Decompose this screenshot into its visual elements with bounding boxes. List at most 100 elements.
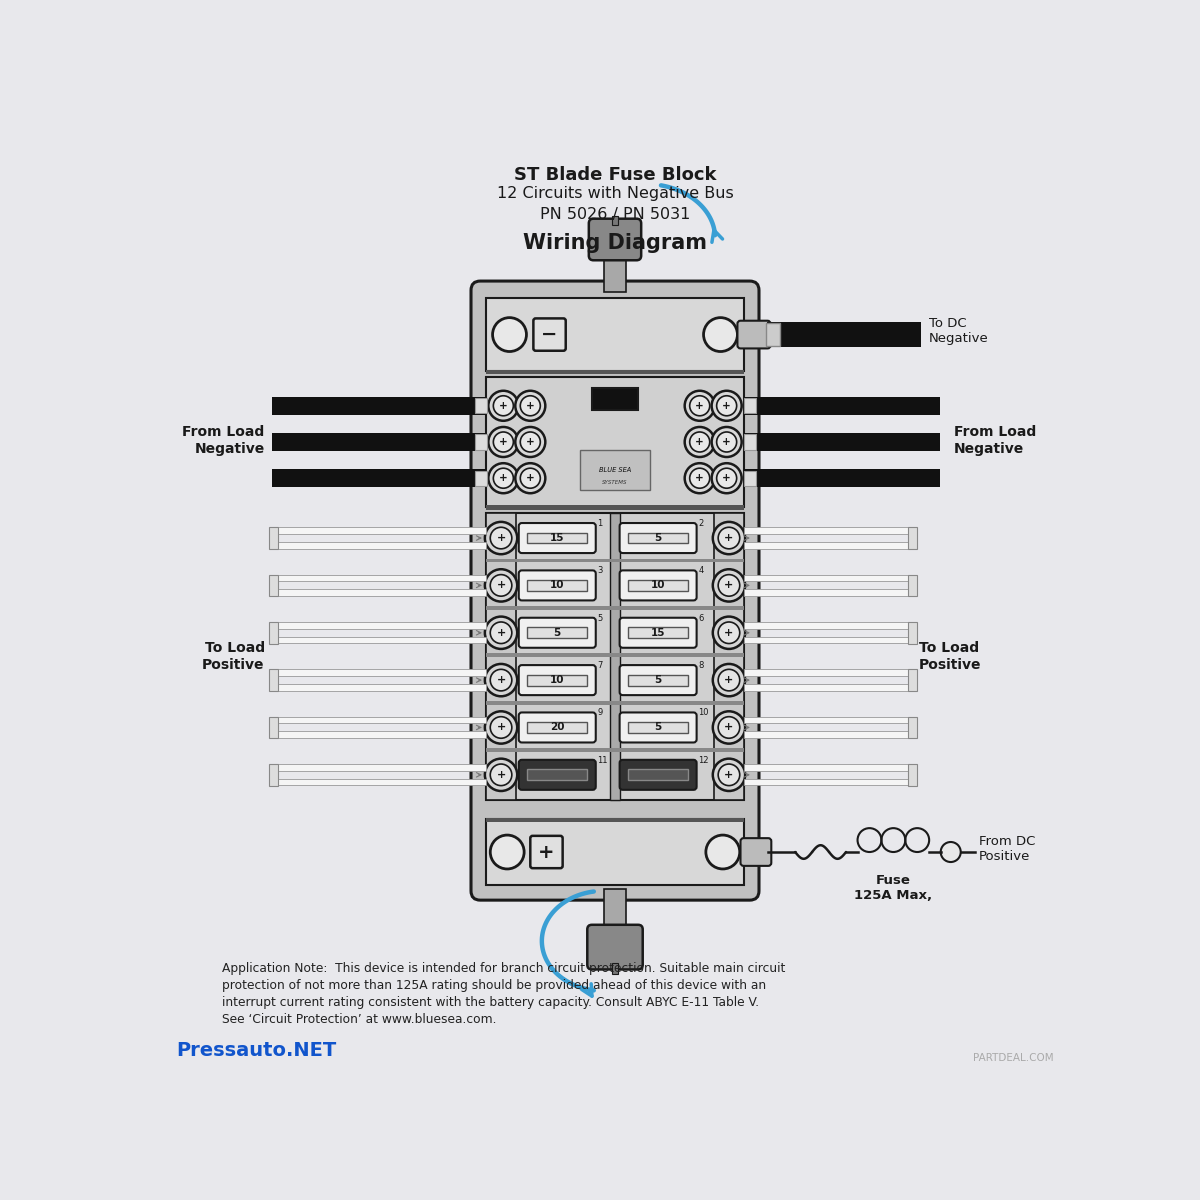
Bar xyxy=(605,889,625,931)
Circle shape xyxy=(485,712,517,744)
Circle shape xyxy=(941,842,961,862)
Bar xyxy=(486,377,744,506)
Circle shape xyxy=(485,664,517,696)
Circle shape xyxy=(493,396,514,415)
Bar xyxy=(276,732,486,738)
Circle shape xyxy=(485,569,517,601)
Bar xyxy=(744,684,907,691)
Bar xyxy=(486,817,744,822)
Bar xyxy=(272,397,486,415)
Circle shape xyxy=(485,617,517,649)
Text: 2: 2 xyxy=(698,520,703,528)
Text: +: + xyxy=(526,401,535,410)
FancyBboxPatch shape xyxy=(738,320,770,348)
FancyBboxPatch shape xyxy=(619,713,697,743)
FancyBboxPatch shape xyxy=(619,665,697,695)
FancyBboxPatch shape xyxy=(587,925,643,970)
Bar xyxy=(276,764,486,770)
Bar xyxy=(744,528,907,534)
Text: +: + xyxy=(499,473,508,484)
Text: 3: 3 xyxy=(598,566,602,575)
Bar xyxy=(907,716,917,738)
Circle shape xyxy=(491,835,524,869)
Text: +: + xyxy=(497,722,505,732)
Circle shape xyxy=(488,427,518,457)
Bar xyxy=(475,434,487,450)
Bar xyxy=(527,580,587,590)
Bar xyxy=(768,322,922,347)
Circle shape xyxy=(716,432,737,452)
Text: +: + xyxy=(725,581,733,590)
Circle shape xyxy=(515,391,545,421)
Text: To DC
Negative: To DC Negative xyxy=(929,317,989,344)
Bar xyxy=(486,512,744,800)
Bar xyxy=(744,469,940,487)
Bar xyxy=(628,769,688,780)
Circle shape xyxy=(716,396,737,415)
Bar xyxy=(486,559,744,563)
Circle shape xyxy=(521,432,540,452)
Circle shape xyxy=(493,432,514,452)
Text: 10: 10 xyxy=(650,581,665,590)
Bar xyxy=(611,512,619,800)
Text: PN 5026 / PN 5031: PN 5026 / PN 5031 xyxy=(540,208,690,222)
Text: Application Note:  This device is intended for branch circuit protection. Suitab: Application Note: This device is intende… xyxy=(222,961,786,974)
Text: From Load
Negative: From Load Negative xyxy=(182,425,265,456)
Text: 15: 15 xyxy=(550,533,564,544)
Text: +: + xyxy=(526,437,535,446)
Circle shape xyxy=(491,527,512,548)
Circle shape xyxy=(491,670,512,691)
FancyBboxPatch shape xyxy=(740,838,772,866)
Text: 12: 12 xyxy=(698,756,709,764)
Text: BLUE SEA: BLUE SEA xyxy=(599,467,631,473)
FancyBboxPatch shape xyxy=(619,618,697,648)
Bar xyxy=(907,622,917,643)
FancyBboxPatch shape xyxy=(619,523,697,553)
Bar xyxy=(766,323,780,346)
Text: +: + xyxy=(497,770,505,780)
FancyBboxPatch shape xyxy=(518,618,595,648)
FancyBboxPatch shape xyxy=(518,713,595,743)
Text: 10: 10 xyxy=(698,708,709,718)
Bar xyxy=(486,606,744,610)
Circle shape xyxy=(713,664,745,696)
Text: PARTDEAL.COM: PARTDEAL.COM xyxy=(973,1054,1054,1063)
Text: 5: 5 xyxy=(654,533,661,544)
Text: +: + xyxy=(497,628,505,637)
Circle shape xyxy=(718,764,739,786)
Text: 8: 8 xyxy=(698,661,703,670)
Circle shape xyxy=(712,391,742,421)
Circle shape xyxy=(713,569,745,601)
FancyBboxPatch shape xyxy=(518,570,595,600)
Bar xyxy=(628,674,688,685)
Circle shape xyxy=(685,391,715,421)
Bar xyxy=(744,434,756,450)
Text: protection of not more than 125A rating should be provided ahead of this device : protection of not more than 125A rating … xyxy=(222,979,767,991)
Text: +: + xyxy=(497,533,505,544)
Text: +: + xyxy=(695,401,704,410)
Circle shape xyxy=(718,622,739,643)
FancyBboxPatch shape xyxy=(533,318,565,350)
Circle shape xyxy=(712,463,742,493)
Bar xyxy=(527,769,587,780)
Circle shape xyxy=(718,527,739,548)
Text: 15: 15 xyxy=(650,628,665,637)
Bar xyxy=(744,433,940,451)
Circle shape xyxy=(718,575,739,596)
Bar xyxy=(276,575,486,581)
Text: To Load
Positive: To Load Positive xyxy=(202,641,265,672)
Bar xyxy=(744,589,907,596)
Text: +: + xyxy=(725,722,733,732)
Circle shape xyxy=(521,468,540,488)
Bar xyxy=(486,298,744,371)
Text: 10: 10 xyxy=(550,581,564,590)
Circle shape xyxy=(712,427,742,457)
Text: From Load
Negative: From Load Negative xyxy=(954,425,1036,456)
Text: 9: 9 xyxy=(598,708,602,718)
Text: 1: 1 xyxy=(598,520,602,528)
Text: 20: 20 xyxy=(550,722,564,732)
Bar xyxy=(276,542,486,548)
Bar xyxy=(276,779,486,785)
Text: +: + xyxy=(497,581,505,590)
Circle shape xyxy=(685,463,715,493)
